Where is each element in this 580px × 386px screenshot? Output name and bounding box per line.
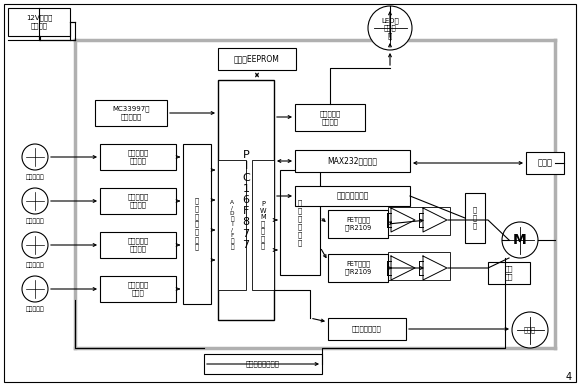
Circle shape — [22, 188, 48, 214]
Bar — [488, 262, 530, 284]
Text: 转角传感器
接口电路: 转角传感器 接口电路 — [128, 194, 148, 208]
Bar — [8, 8, 70, 36]
Bar — [295, 104, 365, 131]
Text: 模
拟
量
输
入
信
号: 模 拟 量 输 入 信 号 — [195, 198, 199, 250]
Text: 温度信号输
入电路: 温度信号输 入电路 — [128, 282, 148, 296]
Bar — [100, 144, 176, 170]
Text: P
W
M
调
制
脉
宽: P W M 调 制 脉 宽 — [260, 201, 266, 249]
Bar — [328, 254, 388, 282]
Bar — [218, 160, 246, 290]
Text: 12V车载蓄
电池电源: 12V车载蓄 电池电源 — [26, 15, 52, 29]
Text: 离合器驱动电路: 离合器驱动电路 — [352, 326, 382, 332]
Bar — [100, 276, 176, 302]
Circle shape — [22, 276, 48, 302]
Bar — [388, 207, 450, 235]
Circle shape — [22, 232, 48, 258]
Bar — [388, 252, 450, 280]
Text: 车速传感器: 车速传感器 — [26, 262, 45, 267]
Text: 转角传感器: 转角传感器 — [26, 218, 45, 223]
Text: 离合器: 离合器 — [524, 327, 536, 333]
Text: 存储器EEPROM: 存储器EEPROM — [234, 54, 280, 64]
Bar — [100, 232, 176, 258]
Bar — [100, 188, 176, 214]
Text: 温度传感器: 温度传感器 — [26, 306, 45, 312]
Text: P
I
C
1
6
F
8
7
7: P I C 1 6 F 8 7 7 — [242, 150, 250, 250]
Text: MC33997电
源管理芯片: MC33997电 源管理芯片 — [113, 106, 150, 120]
Bar — [95, 100, 167, 126]
Bar — [252, 160, 274, 290]
Bar — [526, 152, 564, 174]
Circle shape — [512, 312, 548, 348]
Bar — [183, 144, 211, 304]
Text: 光
电
耦
合
电
路: 光 电 耦 合 电 路 — [298, 199, 302, 246]
Circle shape — [502, 222, 538, 258]
Bar — [280, 170, 320, 275]
Text: 报警显示灯
驱动电路: 报警显示灯 驱动电路 — [320, 110, 340, 125]
Text: FET驱动电
路IR2109: FET驱动电 路IR2109 — [345, 217, 372, 231]
Text: M: M — [513, 233, 527, 247]
Text: 扭矩传感器: 扭矩传感器 — [26, 174, 45, 179]
Text: A
/
D
和
I
/
F
转
换: A / D 和 I / F 转 换 — [230, 200, 234, 250]
Circle shape — [368, 6, 412, 50]
Text: 扭矩传感器
接口电路: 扭矩传感器 接口电路 — [128, 150, 148, 164]
Text: 车速传感器
接口电路: 车速传感器 接口电路 — [128, 238, 148, 252]
Circle shape — [22, 144, 48, 170]
Bar — [328, 210, 388, 238]
Text: 4: 4 — [566, 372, 572, 382]
Text: MAX232串口电路: MAX232串口电路 — [328, 156, 378, 166]
Bar — [328, 318, 406, 340]
Bar — [465, 193, 485, 243]
Bar — [218, 48, 296, 70]
Text: LED灯
和蜂鸣
器: LED灯 和蜂鸣 器 — [381, 17, 399, 39]
Text: 电机电流控制电路: 电机电流控制电路 — [246, 361, 280, 367]
Text: 继电器驱动电路: 继电器驱动电路 — [336, 191, 369, 200]
Text: FET驱动电
路IR2109: FET驱动电 路IR2109 — [345, 261, 372, 275]
Bar — [218, 80, 274, 320]
Text: 精密
电阻: 精密 电阻 — [505, 266, 513, 280]
Bar — [295, 186, 410, 206]
Text: 继
电
器: 继 电 器 — [473, 207, 477, 229]
Text: 上位机: 上位机 — [538, 159, 553, 168]
Bar — [204, 354, 322, 374]
Bar — [295, 150, 410, 172]
